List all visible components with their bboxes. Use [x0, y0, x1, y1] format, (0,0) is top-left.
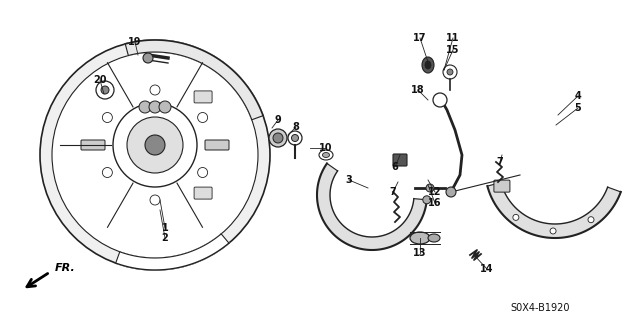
Polygon shape — [125, 40, 263, 120]
Circle shape — [150, 85, 160, 95]
Circle shape — [102, 113, 113, 123]
Circle shape — [426, 184, 434, 192]
Circle shape — [291, 134, 298, 141]
FancyBboxPatch shape — [205, 140, 229, 150]
Circle shape — [96, 81, 114, 99]
Circle shape — [127, 117, 183, 173]
Text: 14: 14 — [480, 264, 493, 274]
Circle shape — [52, 52, 258, 258]
Text: 16: 16 — [428, 198, 442, 208]
Text: 15: 15 — [446, 45, 460, 55]
Circle shape — [513, 214, 519, 220]
Text: 8: 8 — [292, 122, 300, 132]
Text: 10: 10 — [319, 143, 333, 153]
Text: 2: 2 — [162, 233, 168, 243]
Circle shape — [143, 53, 153, 63]
Circle shape — [433, 93, 447, 107]
Circle shape — [588, 217, 594, 223]
Text: 20: 20 — [93, 75, 107, 85]
Text: 17: 17 — [413, 33, 427, 43]
Text: 11: 11 — [446, 33, 460, 43]
Circle shape — [423, 196, 431, 204]
Ellipse shape — [410, 232, 430, 244]
Polygon shape — [116, 234, 229, 270]
FancyBboxPatch shape — [194, 187, 212, 199]
Circle shape — [159, 101, 171, 113]
Circle shape — [443, 65, 457, 79]
Text: 19: 19 — [128, 37, 141, 47]
Text: 4: 4 — [575, 91, 581, 101]
Text: 3: 3 — [346, 175, 353, 185]
Circle shape — [101, 86, 109, 94]
Text: 6: 6 — [392, 162, 398, 172]
Ellipse shape — [425, 61, 431, 69]
Circle shape — [40, 40, 270, 270]
Circle shape — [198, 167, 207, 178]
Ellipse shape — [319, 150, 333, 160]
Circle shape — [269, 129, 287, 147]
Text: 9: 9 — [275, 115, 282, 125]
Text: 1: 1 — [162, 223, 168, 233]
Polygon shape — [488, 182, 621, 238]
Text: S0X4-B1920: S0X4-B1920 — [510, 303, 570, 313]
Circle shape — [150, 195, 160, 205]
Circle shape — [288, 131, 302, 145]
Circle shape — [550, 228, 556, 234]
Circle shape — [113, 103, 197, 187]
Text: FR.: FR. — [55, 263, 76, 273]
Circle shape — [447, 69, 453, 75]
Circle shape — [273, 133, 283, 143]
Ellipse shape — [428, 234, 440, 242]
FancyBboxPatch shape — [81, 140, 105, 150]
Text: 13: 13 — [413, 248, 427, 258]
Circle shape — [139, 101, 151, 113]
Ellipse shape — [422, 57, 434, 73]
Circle shape — [198, 113, 207, 123]
Polygon shape — [317, 164, 427, 250]
FancyBboxPatch shape — [393, 154, 407, 166]
Ellipse shape — [323, 153, 330, 157]
Text: 18: 18 — [411, 85, 425, 95]
Text: 7: 7 — [497, 157, 504, 167]
Circle shape — [149, 101, 161, 113]
Circle shape — [102, 167, 113, 178]
Text: 5: 5 — [575, 103, 581, 113]
Circle shape — [145, 135, 165, 155]
FancyBboxPatch shape — [494, 180, 510, 192]
FancyBboxPatch shape — [194, 91, 212, 103]
Circle shape — [446, 187, 456, 197]
Text: 12: 12 — [428, 187, 442, 197]
Text: 7: 7 — [390, 187, 396, 197]
